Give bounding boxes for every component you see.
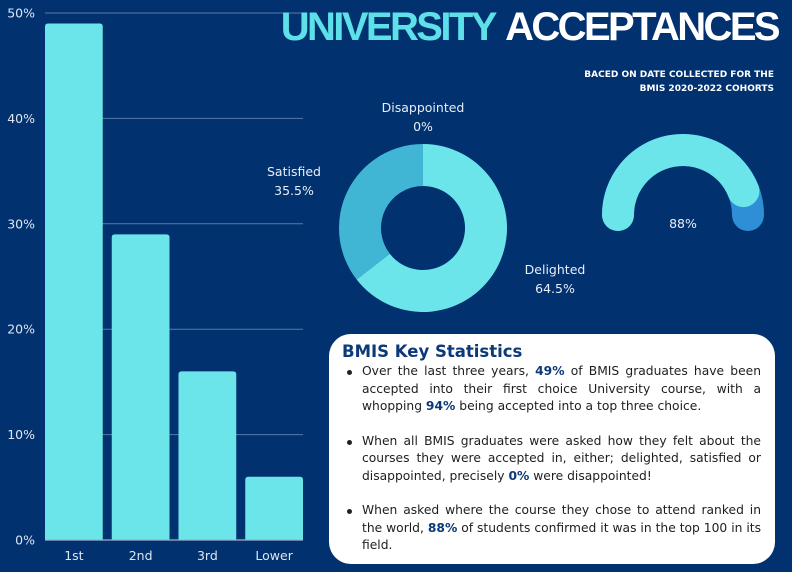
- x-tick-label: 2nd: [129, 548, 153, 563]
- y-tick-label: 50%: [7, 6, 35, 21]
- subtitle-line-2: BMIS 2020-2022 COHORTS: [639, 84, 774, 94]
- stat-item-satisfaction: When all BMIS graduates were asked how t…: [347, 433, 761, 486]
- bar-lower: [245, 476, 303, 540]
- x-tick-label: 1st: [64, 548, 83, 563]
- x-tick-label: 3rd: [197, 548, 218, 563]
- stat-item-world-ranking: When asked where the course they chose t…: [347, 502, 761, 555]
- bar-2nd: [111, 234, 170, 540]
- page-title: UNIVERSITY ACCEPTANCES: [280, 2, 781, 52]
- bar-3rd: [178, 371, 237, 540]
- title-acceptances: ACCEPTANCES: [505, 5, 781, 49]
- x-tick-label: Lower: [255, 548, 293, 563]
- y-tick-label: 10%: [7, 427, 35, 442]
- y-tick-label: 0%: [15, 533, 35, 548]
- stat-item-first-choice: Over the last three years, 49% of BMIS g…: [347, 363, 761, 416]
- title-university: UNIVERSITY: [280, 5, 497, 49]
- subtitle-line-1: BACED ON DATE COLLECTED FOR THE: [584, 70, 774, 80]
- key-statistics-card: BMIS Key Statistics Over the last three …: [329, 334, 775, 564]
- key-statistics-list: Over the last three years, 49% of BMIS g…: [342, 363, 761, 555]
- y-tick-label: 40%: [7, 111, 35, 126]
- stat-highlight: 0%: [508, 468, 530, 483]
- bar-1st: [45, 23, 103, 541]
- subtitle: BACED ON DATE COLLECTED FOR THE BMIS 202…: [584, 68, 774, 96]
- stat-highlight: 88%: [427, 520, 458, 535]
- stat-highlight: 94%: [425, 399, 456, 413]
- stat-highlight: 49%: [535, 364, 565, 378]
- y-tick-label: 20%: [7, 322, 35, 337]
- y-tick-label: 30%: [7, 216, 35, 231]
- key-statistics-heading: BMIS Key Statistics: [342, 342, 523, 361]
